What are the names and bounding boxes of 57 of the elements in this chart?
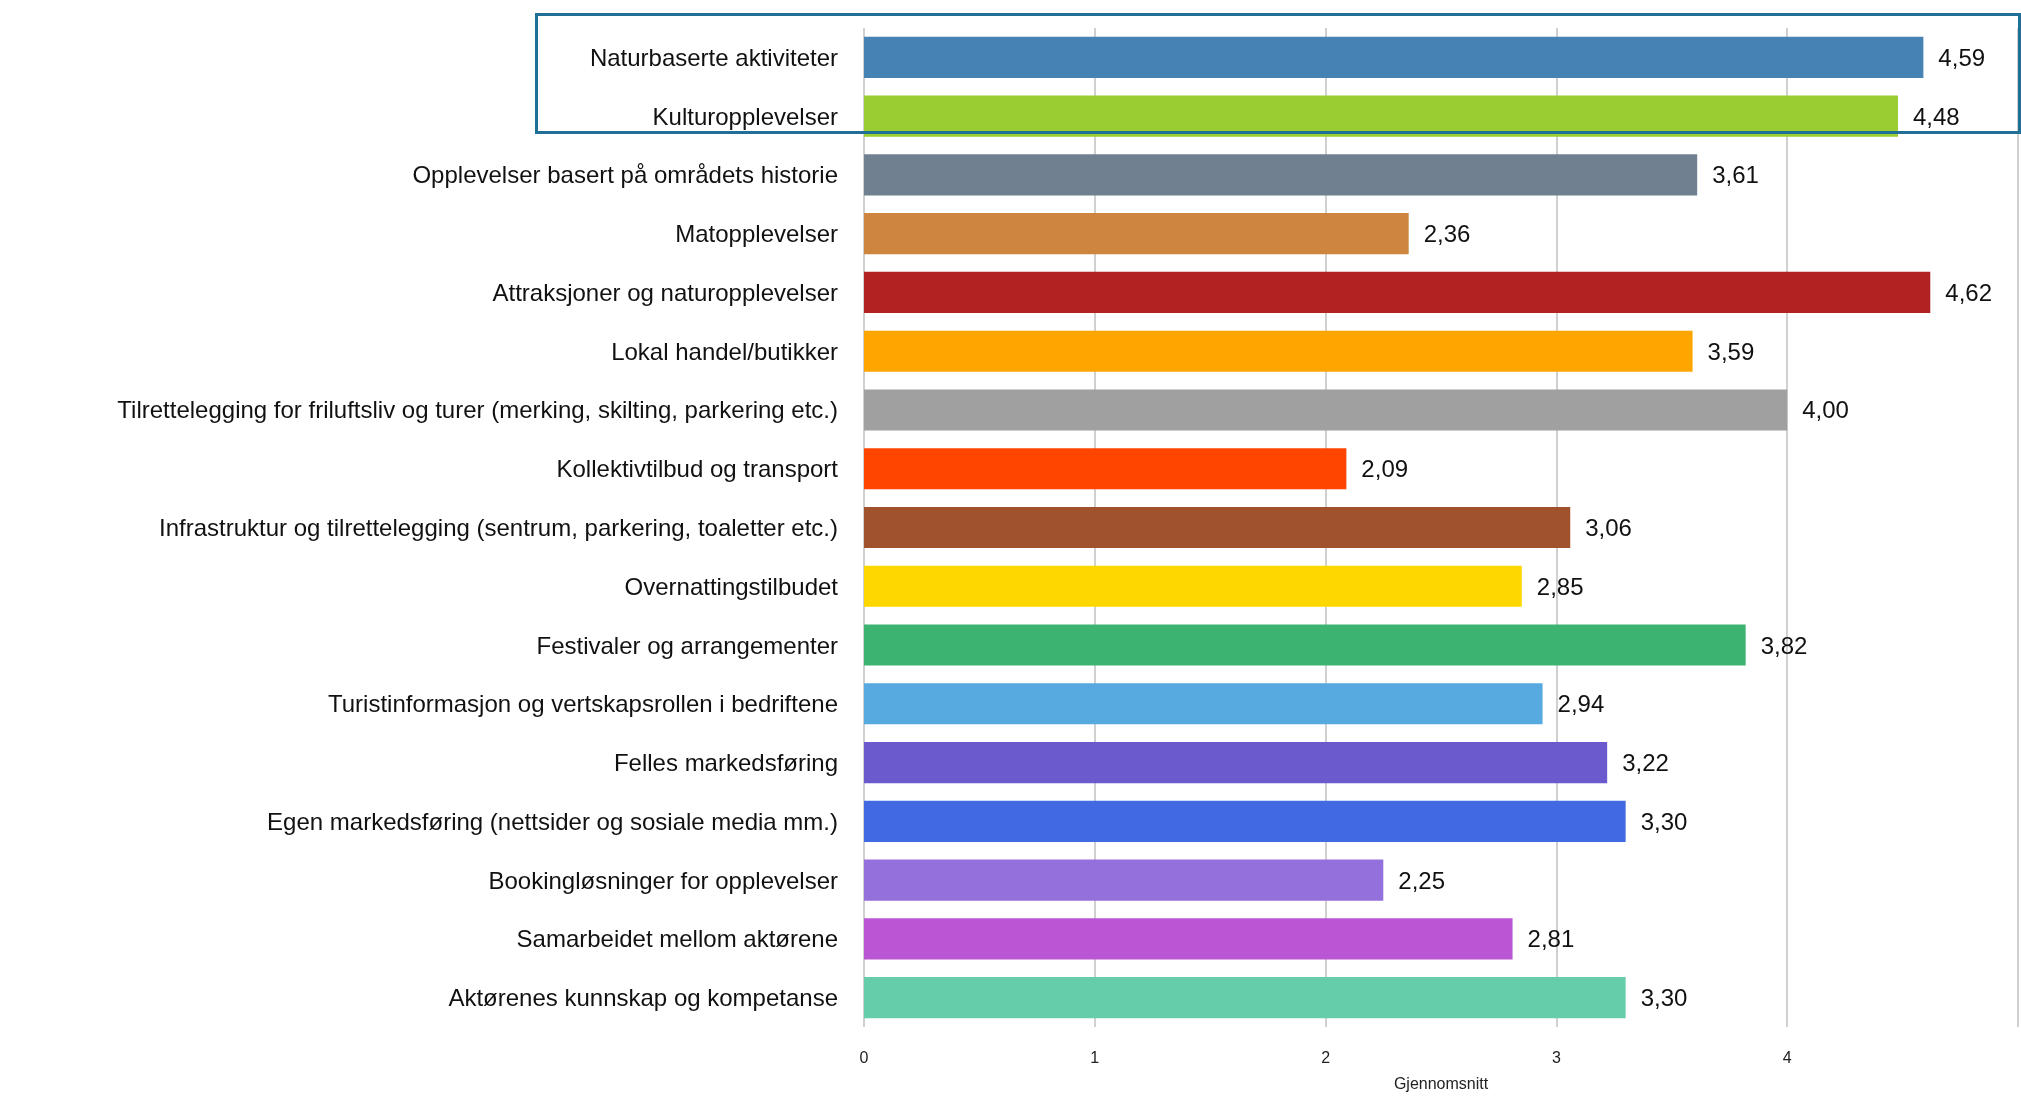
x-tick-label: 1	[1090, 1048, 1100, 1066]
data-label: 2,81	[1527, 925, 1575, 953]
y-tick-label: Felles markedsføring	[613, 749, 838, 777]
data-label: 4,00	[1802, 396, 1849, 424]
bar	[864, 95, 1898, 137]
data-label: 4,62	[1945, 278, 1993, 306]
bar	[864, 506, 1571, 549]
y-tick-label: Bookingløsninger for opplevelser	[488, 866, 838, 894]
bar	[864, 271, 1931, 314]
y-tick-label: Egen markedsføring (nettsider og sosiale media mm.)	[267, 807, 838, 835]
bar	[864, 800, 1626, 842]
y-tick-label: Overnattingstilbudet	[624, 572, 839, 600]
y-tick-label: Samarbeidet mellom aktørene	[516, 925, 838, 953]
y-tick-label: Kulturopplevelser	[652, 102, 839, 130]
y-tick-label: Attraksjoner og naturopplevelser	[492, 278, 838, 306]
x-tick-label: 4	[1782, 1048, 1792, 1066]
bar	[864, 977, 1626, 1019]
y-tick-label: Turistinformasjon og vertskapsrollen i bedriftene	[327, 690, 838, 718]
bar	[864, 213, 1409, 255]
bar	[864, 330, 1693, 372]
x-axis-title: Gjennomsnitt	[1393, 1074, 1489, 1092]
x-tick-label: 2	[1321, 1048, 1331, 1066]
data-label: 3,30	[1640, 807, 1688, 835]
y-tick-label: Kollektivtilbud og transport	[556, 455, 839, 483]
data-label: 2,36	[1423, 220, 1471, 248]
x-tick-label: 3	[1551, 1048, 1561, 1066]
data-label: 2,25	[1398, 866, 1446, 894]
y-tick-label: Opplevelser basert på områdets historie	[412, 161, 838, 189]
data-label: 3,06	[1585, 514, 1632, 541]
y-tick-label: Matopplevelser	[675, 220, 839, 248]
bar	[864, 918, 1513, 960]
data-label: 3,59	[1707, 337, 1755, 365]
y-tick-label: Infrastruktur og tilrettelegging (sentrum, parkering, toaletter etc.)	[159, 514, 838, 541]
data-label: 4,48	[1912, 102, 1960, 130]
data-label: 3,82	[1760, 631, 1808, 659]
bar	[864, 859, 1384, 901]
data-label: 2,85	[1536, 572, 1584, 600]
bar	[864, 389, 1788, 431]
y-tick-label: Naturbaserte aktiviteter	[589, 43, 839, 71]
bar	[864, 624, 1746, 666]
data-label: 2,94	[1557, 690, 1605, 718]
bar	[864, 154, 1698, 196]
bar	[864, 565, 1522, 607]
bar	[864, 683, 1543, 725]
y-tick-label: Lokal handel/butikker	[611, 337, 838, 365]
x-tick-label: 0	[859, 1048, 869, 1066]
data-label: 3,30	[1640, 984, 1688, 1012]
data-label: 4,59	[1938, 43, 1986, 71]
data-label: 3,22	[1622, 749, 1669, 777]
bar	[864, 448, 1347, 490]
data-label: 2,09	[1361, 455, 1409, 483]
y-tick-label: Tilrettelegging for friluftsliv og turer (merking, skilting, parkering etc.)	[117, 396, 838, 424]
bar	[864, 36, 1924, 78]
y-tick-label: Aktørenes kunnskap og kompetanse	[448, 984, 838, 1012]
data-label: 3,61	[1712, 161, 1759, 189]
bar	[864, 741, 1608, 784]
y-tick-label: Festivaler og arrangementer	[536, 631, 838, 659]
